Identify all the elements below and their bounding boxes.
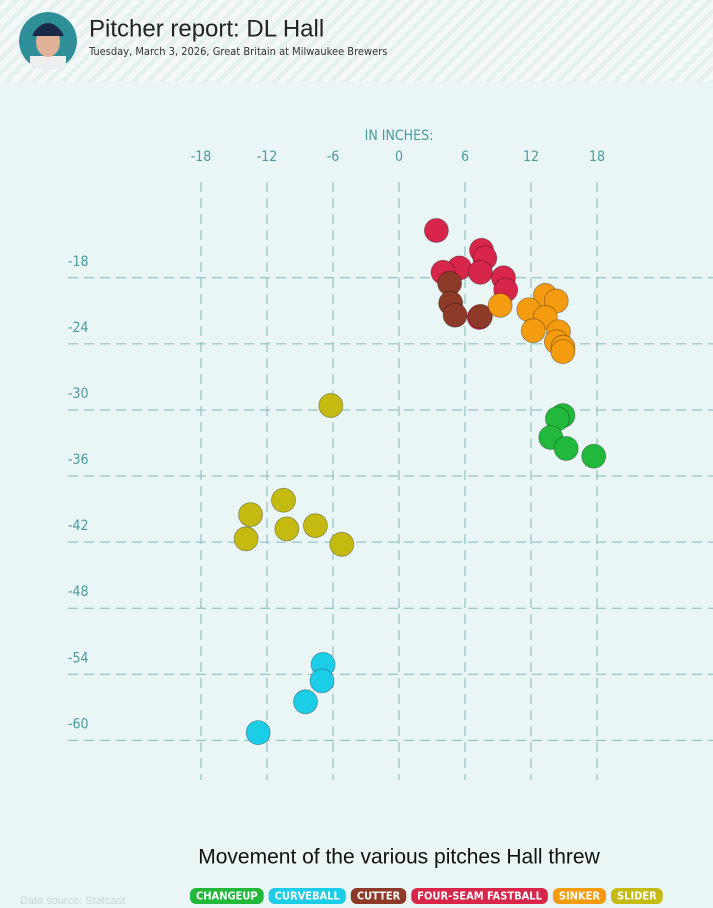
legend-item: CUTTER [350,888,407,904]
y-tick-label: -54 [68,650,89,666]
x-tick-label: 6 [461,149,469,165]
legend-label: CUTTER [357,890,401,903]
point [302,513,328,539]
point [245,720,271,746]
legend-label: SLIDER [617,890,657,903]
point [293,689,318,715]
point [238,502,263,527]
avatar [19,12,77,70]
legend-item: CURVEBALL [268,888,346,904]
x-tick-label: 0 [395,149,403,165]
point [467,259,493,285]
header-bg [0,0,713,82]
y-tick-label: -60 [68,716,89,732]
x-axis-label: IN INCHES: [365,128,434,144]
legend-chip [411,888,548,904]
y-tick-label: -24 [68,320,89,336]
legend-label: FOUR-SEAM FASTBALL [417,890,542,903]
x-tick-label: 18 [589,149,605,165]
legend-item: CHANGEUP [190,888,264,904]
legend-item: SLIDER [611,888,663,904]
point [520,318,546,344]
point [271,487,296,513]
legend-chip [190,888,264,904]
point [467,303,493,329]
legend-chip [611,888,663,904]
legend-label: CHANGEUP [196,890,258,903]
point [318,393,344,418]
point [233,526,259,552]
x-tick-label: -12 [257,149,278,165]
legend-chip [268,888,346,904]
point [550,339,576,364]
x-tick-label: -18 [191,149,212,165]
point [487,292,513,318]
y-tick-label: -36 [68,452,89,468]
title: Pitcher report: DL Hall [89,15,324,42]
x-tick-label: -6 [327,149,340,165]
point [442,302,468,328]
legend-item: FOUR-SEAM FASTBALL [411,888,548,904]
legend-label: CURVEBALL [275,890,341,903]
y-tick-label: -48 [68,584,89,600]
legend-label: SINKER [559,890,601,903]
y-tick-label: -18 [68,254,89,270]
point [329,531,355,557]
legend-chip [552,888,607,904]
point [553,436,579,461]
legend-chip [350,888,407,904]
y-tick-label: -30 [68,386,89,402]
chart-title: Movement of the various pitches Hall thr… [198,846,600,869]
legend-item: SINKER [552,888,607,904]
source: Data source: Statcast [20,895,125,907]
point [274,516,300,542]
point [423,218,449,243]
point [309,668,335,694]
y-tick-label: -42 [68,518,89,534]
subtitle: Tuesday, March 3, 2026, Great Britain at… [88,45,387,58]
point [581,443,607,469]
x-tick-label: 12 [523,149,539,165]
